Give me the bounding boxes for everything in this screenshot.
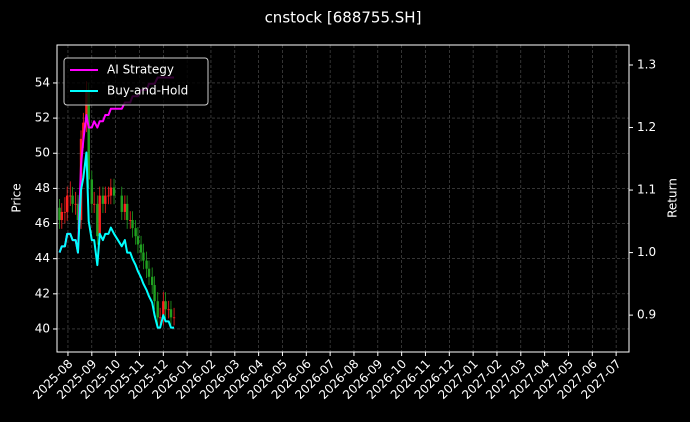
candle-body	[131, 220, 134, 229]
y2-tick-label: 1.3	[637, 58, 656, 72]
legend-box	[63, 57, 209, 106]
candle-body	[104, 195, 107, 204]
candle-body	[58, 207, 61, 221]
candle-body	[74, 203, 77, 205]
candle-body	[98, 195, 101, 237]
candle-body	[142, 252, 145, 261]
candle-body	[172, 317, 176, 319]
candle-body	[69, 195, 72, 197]
candle-body	[101, 195, 105, 204]
candle-body	[60, 211, 64, 221]
plot-frame	[56, 44, 630, 353]
candle-body	[162, 301, 165, 318]
legend-label: AI Strategy	[107, 63, 174, 77]
candle-body	[76, 203, 80, 221]
y-axis-label: Price	[10, 183, 24, 212]
chart-title: cnstock [688755.SH]	[265, 9, 422, 27]
candle-body	[153, 285, 156, 302]
candle-body	[71, 195, 74, 204]
y-tick-label: 50	[35, 146, 50, 160]
return-line	[58, 151, 175, 329]
candle-body	[164, 301, 167, 310]
candle-body	[109, 187, 113, 196]
candle-body	[147, 268, 151, 277]
candle-body	[87, 90, 90, 180]
candle-body	[136, 236, 140, 245]
candle-body	[82, 122, 85, 139]
y2-tick-label: 0.9	[637, 308, 656, 322]
candle-body	[107, 195, 110, 197]
candle-body	[139, 244, 143, 253]
candle-body	[85, 90, 88, 123]
y-tick-label: 42	[35, 286, 50, 300]
y2-tick-label: 1.1	[637, 183, 656, 197]
candle-body	[145, 260, 148, 269]
y2-tick-label: 1.0	[637, 245, 656, 259]
candle-body	[156, 301, 159, 318]
y2-tick-label: 1.2	[637, 120, 656, 134]
y-tick-label: 44	[35, 251, 50, 265]
y-tick-label: 54	[35, 75, 50, 89]
candle-body	[112, 187, 116, 196]
y-tick-label: 52	[35, 111, 50, 125]
candle-body	[125, 203, 129, 221]
legend-label: Buy-and-Hold	[107, 84, 188, 98]
candle-body	[158, 317, 162, 319]
candle-body	[120, 195, 123, 212]
y-tick-label: 40	[35, 321, 50, 335]
candle-body	[90, 179, 94, 204]
candle-body	[96, 203, 99, 237]
candle-body	[65, 195, 69, 212]
y2-axis-label: Return	[666, 178, 680, 218]
candle-body	[129, 220, 132, 221]
candle-body	[150, 276, 154, 286]
candle-body	[169, 309, 173, 318]
candle-body	[123, 203, 127, 212]
candle-body	[134, 228, 137, 237]
y-tick-label: 46	[35, 216, 50, 230]
candle-body	[63, 211, 67, 213]
candle-body	[92, 203, 96, 205]
y-tick-label: 48	[35, 181, 50, 195]
candle-body	[167, 309, 170, 311]
